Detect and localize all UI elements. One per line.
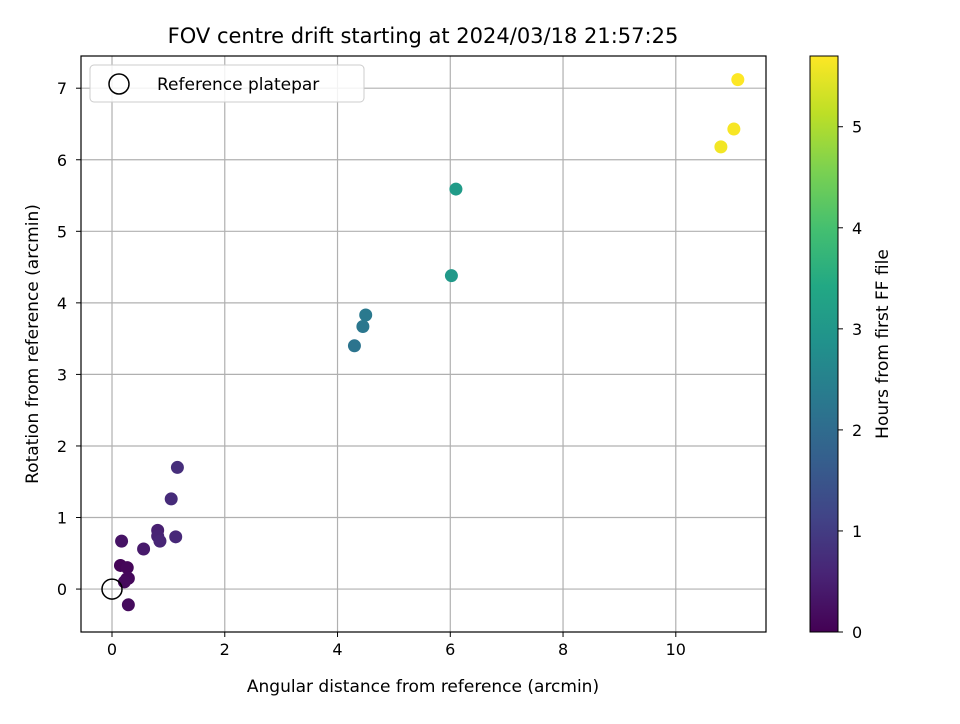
data-point bbox=[164, 492, 178, 506]
plot-frame bbox=[80, 55, 767, 633]
data-point bbox=[137, 542, 151, 556]
colorbar-ticks: 0 1 2 3 4 5 bbox=[838, 118, 862, 642]
colorbar-tick-label: 2 bbox=[852, 421, 862, 440]
y-tick-label: 7 bbox=[57, 79, 67, 98]
colorbar-tick-label: 1 bbox=[852, 522, 862, 541]
x-tick-label: 2 bbox=[220, 640, 230, 659]
x-axis-label: Angular distance from reference (arcmin) bbox=[247, 677, 599, 697]
data-point bbox=[731, 73, 745, 87]
data-point bbox=[714, 140, 728, 154]
colorbar-tick-label: 4 bbox=[852, 219, 862, 238]
data-point bbox=[359, 308, 373, 322]
data-point bbox=[115, 534, 129, 548]
y-tick-label: 1 bbox=[57, 509, 67, 528]
x-tick-label: 0 bbox=[107, 640, 117, 659]
x-axis-ticks: 0 2 4 6 8 10 bbox=[107, 632, 686, 659]
data-point bbox=[727, 122, 741, 136]
data-point bbox=[121, 598, 135, 612]
data-point bbox=[153, 534, 167, 548]
y-tick-label: 5 bbox=[57, 222, 67, 241]
data-point bbox=[444, 269, 458, 283]
colorbar: 0 1 2 3 4 5 Hours from first FF file bbox=[809, 55, 893, 642]
legend-entry-label: Reference platepar bbox=[157, 75, 319, 95]
x-tick-label: 6 bbox=[445, 640, 455, 659]
colorbar-label: Hours from first FF file bbox=[873, 249, 893, 439]
y-axis-ticks: 0 1 2 3 4 5 6 7 bbox=[57, 79, 81, 599]
y-tick-label: 3 bbox=[57, 365, 67, 384]
data-points bbox=[113, 73, 745, 612]
x-tick-label: 4 bbox=[332, 640, 342, 659]
legend: Reference platepar bbox=[89, 64, 365, 103]
y-axis-label: Rotation from reference (arcmin) bbox=[23, 204, 43, 484]
data-point bbox=[170, 460, 184, 474]
data-point bbox=[120, 561, 134, 575]
colorbar-gradient bbox=[809, 55, 839, 633]
x-tick-label: 10 bbox=[666, 640, 686, 659]
data-point bbox=[356, 319, 370, 333]
x-tick-label: 8 bbox=[558, 640, 568, 659]
colorbar-tick-label: 5 bbox=[852, 118, 862, 137]
y-tick-label: 0 bbox=[57, 580, 67, 599]
grid-lines bbox=[81, 56, 766, 632]
y-tick-label: 4 bbox=[57, 294, 67, 313]
data-point bbox=[449, 182, 463, 196]
reference-point-marker bbox=[101, 578, 123, 600]
y-tick-label: 2 bbox=[57, 437, 67, 456]
legend-marker bbox=[108, 73, 130, 95]
colorbar-tick-label: 3 bbox=[852, 320, 862, 339]
y-tick-label: 6 bbox=[57, 151, 67, 170]
legend-box bbox=[89, 64, 365, 103]
colorbar-tick-label: 0 bbox=[852, 623, 862, 642]
data-point bbox=[347, 339, 361, 353]
chart-title: FOV centre drift starting at 2024/03/18 … bbox=[168, 24, 679, 48]
data-point bbox=[169, 530, 183, 544]
